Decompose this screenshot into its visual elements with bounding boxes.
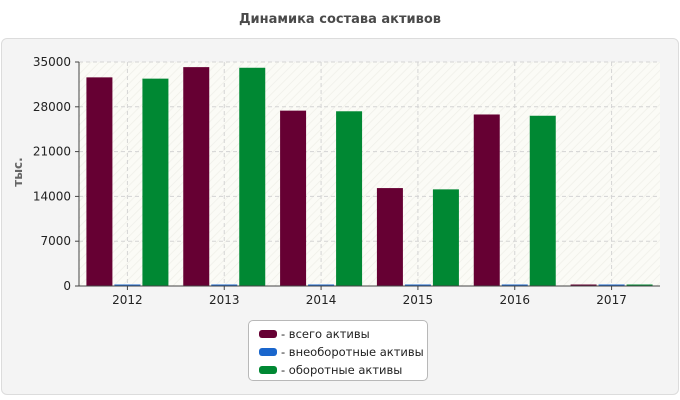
x-tick-labels: 2012 2013 2014 2015 2016 2017 <box>112 286 627 307</box>
bar <box>114 284 141 286</box>
legend-label-noncurrent: - внеоборотные активы <box>281 345 424 359</box>
y-tick-label: 7000 <box>40 234 71 248</box>
x-tick-label: 2015 <box>403 293 434 307</box>
bars-group <box>86 67 653 287</box>
legend-item-noncurrent: - внеоборотные активы <box>259 343 427 361</box>
y-tick-labels: 0 7000 14000 21000 28000 35000 <box>33 55 79 293</box>
legend-item-current: - оборотные активы <box>259 361 427 379</box>
y-tick-label: 21000 <box>33 145 71 159</box>
bar <box>432 189 459 286</box>
chart-title: Динамика состава активов <box>238 12 442 27</box>
y-axis-label: тыс. <box>11 157 25 186</box>
bar <box>473 114 500 286</box>
legend-swatch-current <box>259 366 277 374</box>
plot-area <box>79 62 660 286</box>
bar <box>280 110 307 286</box>
bar <box>183 67 210 287</box>
x-tick-label: 2017 <box>596 293 627 307</box>
bar <box>598 284 625 286</box>
x-tick-label: 2014 <box>306 293 337 307</box>
bar <box>626 284 653 286</box>
legend-swatch-total <box>259 330 277 338</box>
bar <box>142 78 169 286</box>
y-tick-label: 28000 <box>33 100 71 114</box>
y-tick-label: 35000 <box>33 55 71 69</box>
bar <box>211 284 238 286</box>
legend: - всего активы - внеоборотные активы - о… <box>248 320 428 381</box>
bar <box>376 188 403 286</box>
y-tick-label: 0 <box>63 279 71 293</box>
bar <box>404 284 431 286</box>
x-tick-label: 2012 <box>112 293 143 307</box>
legend-label-total: - всего активы <box>281 327 370 341</box>
bar <box>501 284 528 286</box>
bar <box>308 284 335 286</box>
bar <box>570 284 597 286</box>
bar <box>529 115 556 286</box>
bar <box>336 111 363 286</box>
grid-lines <box>79 61 660 286</box>
legend-label-current: - оборотные активы <box>281 363 403 377</box>
legend-swatch-noncurrent <box>259 348 277 356</box>
y-tick-label: 14000 <box>33 189 71 203</box>
bar <box>86 77 113 286</box>
x-tick-label: 2013 <box>209 293 240 307</box>
x-tick-label: 2016 <box>499 293 530 307</box>
bar <box>239 67 266 286</box>
legend-item-total: - всего активы <box>259 325 427 343</box>
